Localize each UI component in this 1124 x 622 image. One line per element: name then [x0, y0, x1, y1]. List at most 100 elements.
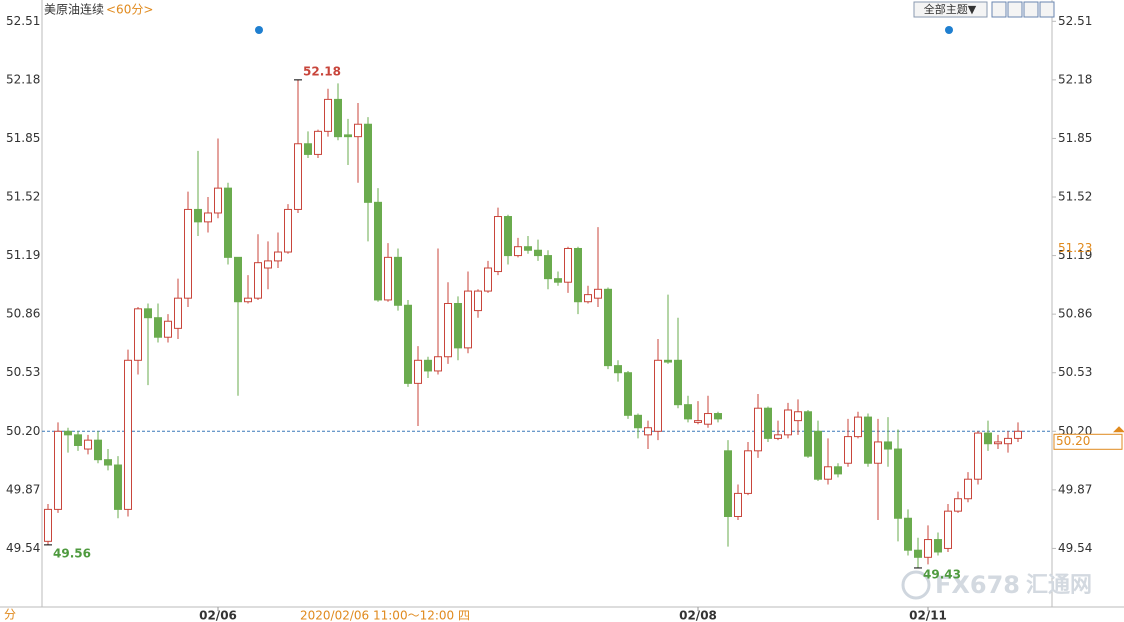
x-tick-label: 02/11 [909, 609, 947, 622]
y-tick-label: 51.19 [6, 248, 40, 262]
candle-body [564, 247, 572, 283]
candle-body [54, 430, 62, 510]
corner-label: 分 [4, 608, 16, 622]
icon-button[interactable] [1039, 1, 1055, 18]
candle-body [774, 434, 782, 439]
candle-body [794, 411, 802, 422]
candle-body [634, 414, 642, 429]
candle-body [424, 359, 432, 372]
y-tick-label: 51.52 [6, 190, 40, 204]
candle-body [884, 441, 892, 450]
icon-button[interactable] [1007, 1, 1023, 18]
candle-body [284, 208, 292, 253]
candle-body [624, 372, 632, 416]
candle-body [754, 407, 762, 452]
icon-button[interactable] [1023, 1, 1039, 18]
candle-body [654, 359, 662, 432]
candle-body [714, 413, 722, 420]
candle-body [744, 450, 752, 494]
candle-body [704, 413, 712, 425]
candle-body [784, 409, 792, 436]
candle-body [734, 492, 742, 517]
y-tick-label: 50.86 [6, 307, 40, 321]
y-tick-label-right: 49.87 [1058, 482, 1092, 496]
last-price-box [1053, 433, 1123, 450]
crosshair-time: 2020/02/06 11:00～12:00 四 [300, 609, 470, 622]
candle-body [484, 267, 492, 292]
candle-body [384, 256, 392, 301]
candle-body [844, 436, 852, 464]
y-tick-label: 49.87 [6, 482, 40, 496]
candle-body [464, 290, 472, 349]
last-price-arrow [1113, 426, 1124, 433]
watermark-logo [901, 570, 931, 600]
y-tick-label: 52.51 [6, 14, 40, 28]
high-label: 52.18 [303, 64, 341, 78]
candle-body [494, 216, 502, 273]
candle-body [534, 249, 542, 257]
watermark: 汇通网 [1026, 573, 1092, 598]
candle-body [814, 430, 822, 480]
candle-body [274, 251, 282, 262]
icon-button[interactable] [991, 1, 1007, 18]
chart-title: 美原油连续 [44, 2, 104, 17]
candle-body [244, 297, 252, 303]
candle-body [594, 288, 602, 299]
candle-body [984, 432, 992, 445]
theme-button-label[interactable]: 全部主题▼ [924, 2, 977, 16]
x-tick-label: 02/08 [679, 609, 717, 622]
candle-body [944, 510, 952, 549]
candle-body [954, 498, 962, 512]
event-dot [255, 26, 263, 34]
candle-body [524, 246, 532, 251]
candle-body [684, 404, 692, 420]
candle-body [444, 303, 452, 358]
candle-body [154, 317, 162, 338]
candle-body [934, 539, 942, 553]
y-tick-label-right: 51.85 [1058, 131, 1092, 145]
candle-body [214, 187, 222, 214]
candle-body [474, 290, 482, 312]
x-tick-label: 02/06 [199, 609, 237, 622]
candle-body [234, 256, 242, 303]
candle-body [264, 260, 272, 269]
candle-body [554, 278, 562, 283]
last-price-label: 50.20 [1056, 434, 1090, 448]
candle-body [824, 466, 832, 480]
candle-body [164, 320, 172, 338]
candle-body [674, 359, 682, 406]
y-tick-label: 49.54 [6, 541, 40, 555]
candle-body [94, 439, 102, 461]
candle-body [374, 201, 382, 301]
event-dot [945, 26, 953, 34]
candle-body [864, 416, 872, 464]
theme-button[interactable] [913, 1, 988, 18]
y-tick-label-right: 49.54 [1058, 541, 1092, 555]
candle-body [1004, 437, 1012, 445]
candle-body [694, 420, 702, 423]
candle-body [134, 308, 142, 361]
candle-body [504, 216, 512, 257]
candle-body [204, 212, 212, 223]
y-tick-label: 50.53 [6, 365, 40, 379]
toolbar-icons [991, 1, 1055, 18]
candle-body [544, 255, 552, 280]
candle-body [574, 247, 582, 303]
candle-body [364, 123, 372, 203]
candle-body [174, 297, 182, 329]
candle-body [724, 450, 732, 517]
candle-body [664, 359, 672, 363]
candle-body [604, 288, 612, 367]
candle-body [314, 130, 322, 155]
candle-body [44, 508, 52, 542]
candle-body [584, 294, 592, 303]
candle-body [834, 466, 842, 475]
candle-body [914, 549, 922, 558]
first-low-label: 49.56 [53, 546, 91, 560]
candle-body [224, 187, 232, 258]
candle-body [614, 365, 622, 374]
candle-body [114, 464, 122, 510]
candle-body [194, 208, 202, 223]
candle-body [84, 439, 92, 450]
